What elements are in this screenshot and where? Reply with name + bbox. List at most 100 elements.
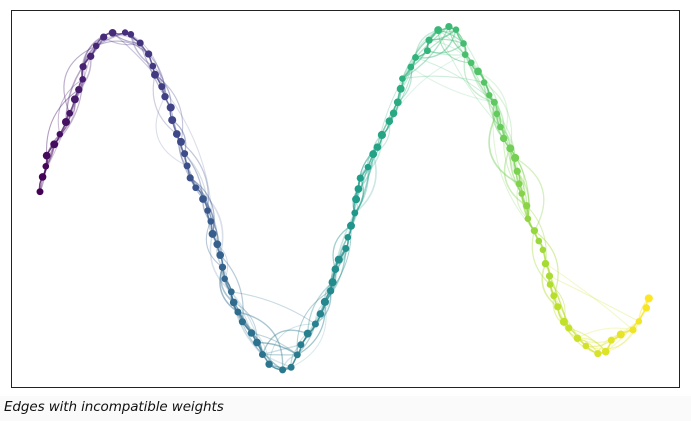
graph-node <box>344 234 352 241</box>
graph-node <box>208 229 217 238</box>
graph-node <box>320 297 329 306</box>
graph-node <box>377 130 386 140</box>
graph-node <box>352 195 361 204</box>
graph-edge <box>241 321 270 365</box>
graph-node <box>56 130 64 138</box>
graph-node <box>66 109 74 117</box>
graph-edge <box>250 332 298 356</box>
graph-node <box>480 79 488 86</box>
graph-node <box>316 310 325 318</box>
graph-node <box>425 36 433 44</box>
graph-edge <box>209 233 233 293</box>
graph-node <box>356 174 364 182</box>
graph-edge <box>533 230 559 297</box>
graph-node <box>546 281 554 288</box>
graph-edge <box>410 29 439 68</box>
graph-edge <box>503 147 528 207</box>
graph-edge <box>180 141 210 212</box>
graph-node <box>407 63 415 71</box>
graph-node <box>601 347 610 356</box>
graph-edge <box>206 209 221 256</box>
graph-node <box>535 237 543 245</box>
graph-node <box>144 50 153 58</box>
graph-edge <box>219 254 244 323</box>
graph-edge <box>549 283 587 347</box>
graph-node <box>229 298 238 307</box>
graph-edge <box>357 146 378 190</box>
graph-node <box>311 320 319 328</box>
graph-edge <box>152 74 178 135</box>
graph-node <box>331 265 340 274</box>
graph-edge <box>401 75 485 84</box>
graph-edge <box>42 55 92 178</box>
graph-node <box>161 93 169 101</box>
graph-edge <box>232 301 264 356</box>
graph-edge <box>230 291 316 325</box>
graph-node <box>497 123 504 131</box>
graph-edge <box>268 323 316 365</box>
graph-node <box>79 75 87 83</box>
graph-edge <box>147 53 166 98</box>
graph-edge <box>233 301 258 344</box>
graph-edge <box>332 225 352 270</box>
graph-node <box>121 29 129 36</box>
graph-edge <box>350 153 374 227</box>
graph-edge <box>414 28 457 59</box>
graph-node <box>445 22 453 31</box>
graph-edge <box>194 186 224 256</box>
graph-edge <box>541 262 559 308</box>
graph-edge <box>597 329 634 355</box>
graph-node <box>79 63 87 71</box>
graph-node <box>303 329 312 338</box>
graph-node <box>351 209 359 217</box>
graph-node <box>199 195 207 203</box>
graph-node <box>461 51 469 58</box>
graph-edge <box>57 78 84 135</box>
graph-node <box>412 54 419 61</box>
graph-edge <box>46 89 80 157</box>
graph-edge <box>154 74 184 143</box>
graph-node <box>354 185 363 193</box>
graph-node <box>186 174 194 182</box>
nodes-layer <box>36 22 653 374</box>
graph-node <box>204 207 211 214</box>
graph-node <box>136 39 144 47</box>
graph-node <box>216 251 225 259</box>
graph-edge <box>296 290 332 356</box>
figure <box>11 10 680 388</box>
graph-node <box>642 304 651 312</box>
graph-edge <box>514 157 545 232</box>
graph-edge <box>410 66 495 103</box>
graph-node <box>326 287 335 295</box>
graph-node <box>168 116 177 125</box>
graph-node <box>151 70 159 79</box>
graph-edge <box>237 311 264 356</box>
graph-node <box>396 84 405 93</box>
graph-node <box>287 363 295 371</box>
graph-node <box>92 42 100 50</box>
graph-node <box>490 98 498 106</box>
graph-node <box>334 255 343 264</box>
graph-edge <box>509 147 523 195</box>
edges-layer <box>38 25 650 371</box>
graph-edge <box>470 62 528 207</box>
graph-node <box>635 318 643 325</box>
graph-node <box>50 140 59 149</box>
graph-node <box>207 218 215 225</box>
graph-node <box>550 292 558 300</box>
graph-node <box>166 103 175 112</box>
graph-node <box>100 33 108 41</box>
graph-edge <box>155 96 188 167</box>
graph-node <box>573 334 582 342</box>
graph-edge <box>139 42 166 98</box>
graph-edge <box>526 205 547 265</box>
graph-edge <box>437 29 501 128</box>
graph-node <box>511 153 520 162</box>
graph-node <box>297 341 305 349</box>
graph-edge <box>324 247 347 303</box>
graph-node <box>342 245 350 252</box>
graph-node <box>253 338 261 347</box>
graph-edge <box>354 166 370 214</box>
graph-edge <box>205 220 224 268</box>
graph-node <box>221 275 228 283</box>
